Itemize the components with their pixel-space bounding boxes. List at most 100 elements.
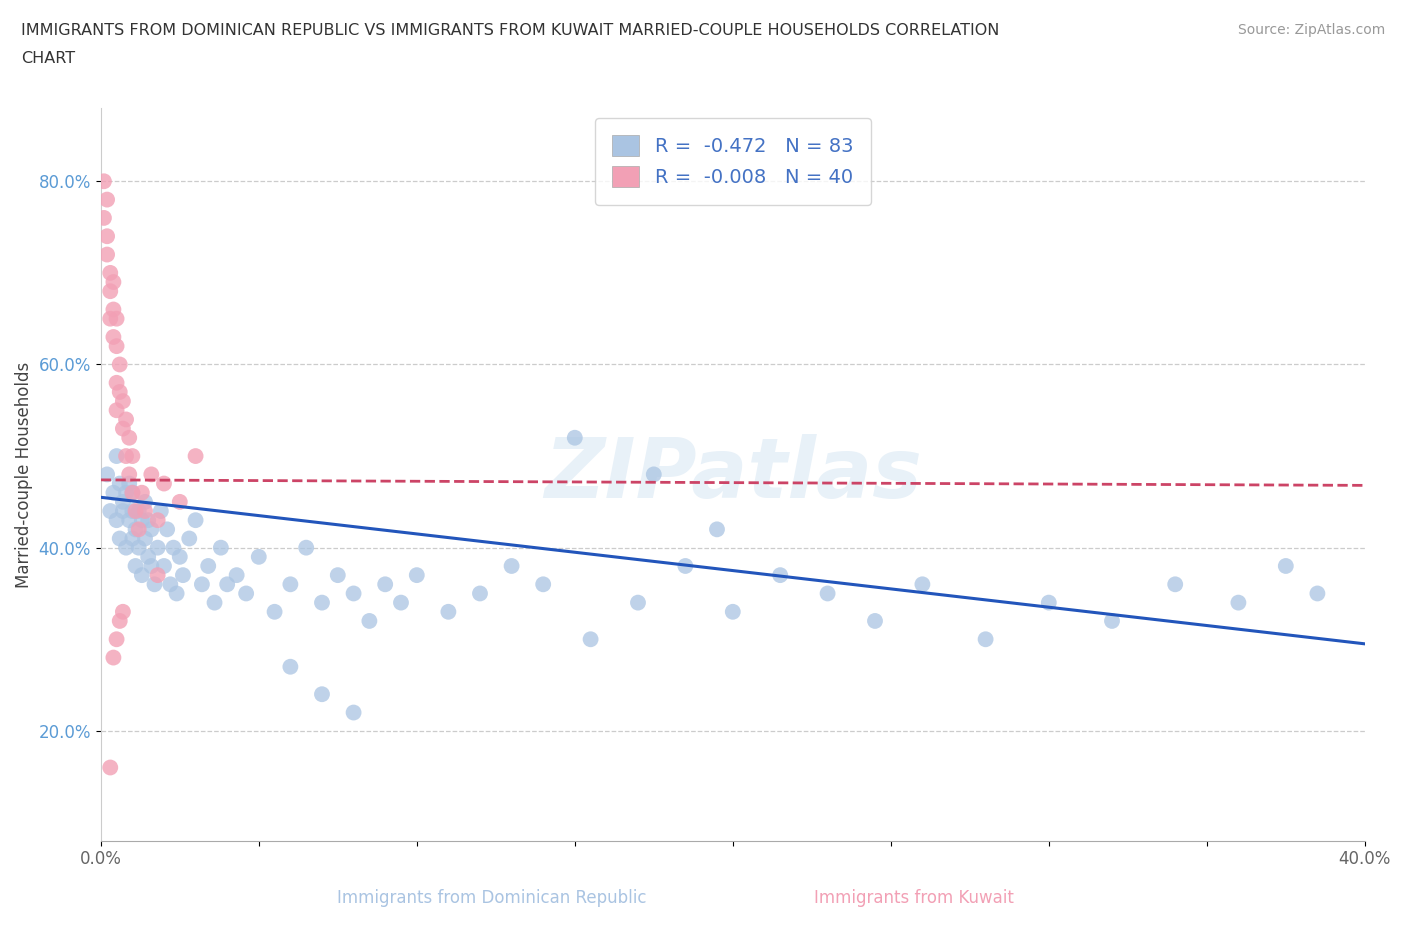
Point (118, 467, 141, 482)
Point (98, 284, 121, 299)
Point (153, 559, 176, 574)
Point (121, 448, 143, 463)
Point (136, 512, 159, 527)
Point (108, 357, 131, 372)
Point (235, 586, 257, 601)
Point (326, 567, 349, 582)
Point (108, 476, 131, 491)
Point (197, 559, 219, 574)
Point (146, 567, 169, 582)
Point (124, 503, 146, 518)
Point (974, 631, 997, 646)
Point (162, 540, 184, 555)
Point (1227, 595, 1250, 610)
Point (643, 467, 665, 482)
Point (111, 393, 134, 408)
Point (141, 522, 163, 537)
Point (627, 595, 650, 610)
Text: Source: ZipAtlas.com: Source: ZipAtlas.com (1237, 23, 1385, 37)
Point (121, 531, 143, 546)
Point (96, 193, 118, 207)
Legend: R =  -0.472   N = 83, R =  -0.008   N = 40: R = -0.472 N = 83, R = -0.008 N = 40 (595, 118, 870, 205)
Point (141, 559, 163, 574)
Point (105, 312, 128, 326)
Point (280, 577, 302, 591)
Point (263, 604, 285, 619)
Point (93, 210, 115, 225)
Point (191, 577, 214, 591)
Point (1038, 595, 1060, 610)
Point (501, 559, 523, 574)
Point (184, 448, 207, 463)
Point (172, 567, 194, 582)
Point (389, 595, 412, 610)
Point (96, 467, 118, 482)
Point (134, 495, 156, 510)
Point (141, 467, 163, 482)
Point (121, 485, 143, 500)
Point (136, 550, 159, 565)
Point (769, 567, 792, 582)
Point (121, 503, 143, 518)
Point (124, 522, 146, 537)
Point (280, 659, 302, 674)
Point (108, 614, 131, 629)
Point (863, 614, 886, 629)
Point (1101, 614, 1123, 629)
Point (437, 604, 460, 619)
Text: ZIPatlas: ZIPatlas (544, 434, 922, 515)
Point (118, 431, 141, 445)
Point (98, 265, 121, 280)
Point (115, 412, 138, 427)
Point (673, 559, 696, 574)
Point (128, 540, 150, 555)
Point (143, 577, 166, 591)
Point (721, 604, 744, 619)
Point (98, 503, 121, 518)
Point (184, 512, 207, 527)
Point (111, 604, 134, 619)
Point (342, 705, 364, 720)
Point (817, 586, 839, 601)
Point (103, 302, 125, 317)
Point (96, 247, 118, 262)
Point (105, 339, 128, 353)
Point (111, 495, 134, 510)
Point (131, 512, 153, 527)
Point (179, 531, 201, 546)
Point (342, 586, 364, 601)
Point (159, 577, 181, 591)
Point (103, 650, 125, 665)
Text: Immigrants from Kuwait: Immigrants from Kuwait (814, 889, 1014, 907)
Point (105, 403, 128, 418)
Point (911, 577, 934, 591)
Point (108, 531, 131, 546)
Point (108, 384, 131, 399)
Point (134, 531, 156, 546)
Point (146, 512, 169, 527)
Point (105, 631, 128, 646)
Point (579, 631, 602, 646)
Point (1275, 559, 1298, 574)
Point (156, 522, 179, 537)
Point (247, 550, 270, 565)
Point (131, 567, 153, 582)
Text: CHART: CHART (21, 51, 75, 66)
Point (128, 503, 150, 518)
Point (121, 485, 143, 500)
Point (103, 485, 125, 500)
Point (131, 485, 153, 500)
Point (204, 595, 226, 610)
Point (311, 686, 333, 701)
Point (93, 174, 115, 189)
Point (111, 421, 134, 436)
Point (169, 550, 191, 565)
Point (124, 559, 146, 574)
Point (225, 567, 247, 582)
Text: IMMIGRANTS FROM DOMINICAN REPUBLIC VS IMMIGRANTS FROM KUWAIT MARRIED-COUPLE HOUS: IMMIGRANTS FROM DOMINICAN REPUBLIC VS IM… (21, 23, 1000, 38)
Point (115, 485, 138, 500)
Point (118, 476, 141, 491)
Point (128, 522, 150, 537)
Point (134, 503, 156, 518)
Point (111, 503, 134, 518)
